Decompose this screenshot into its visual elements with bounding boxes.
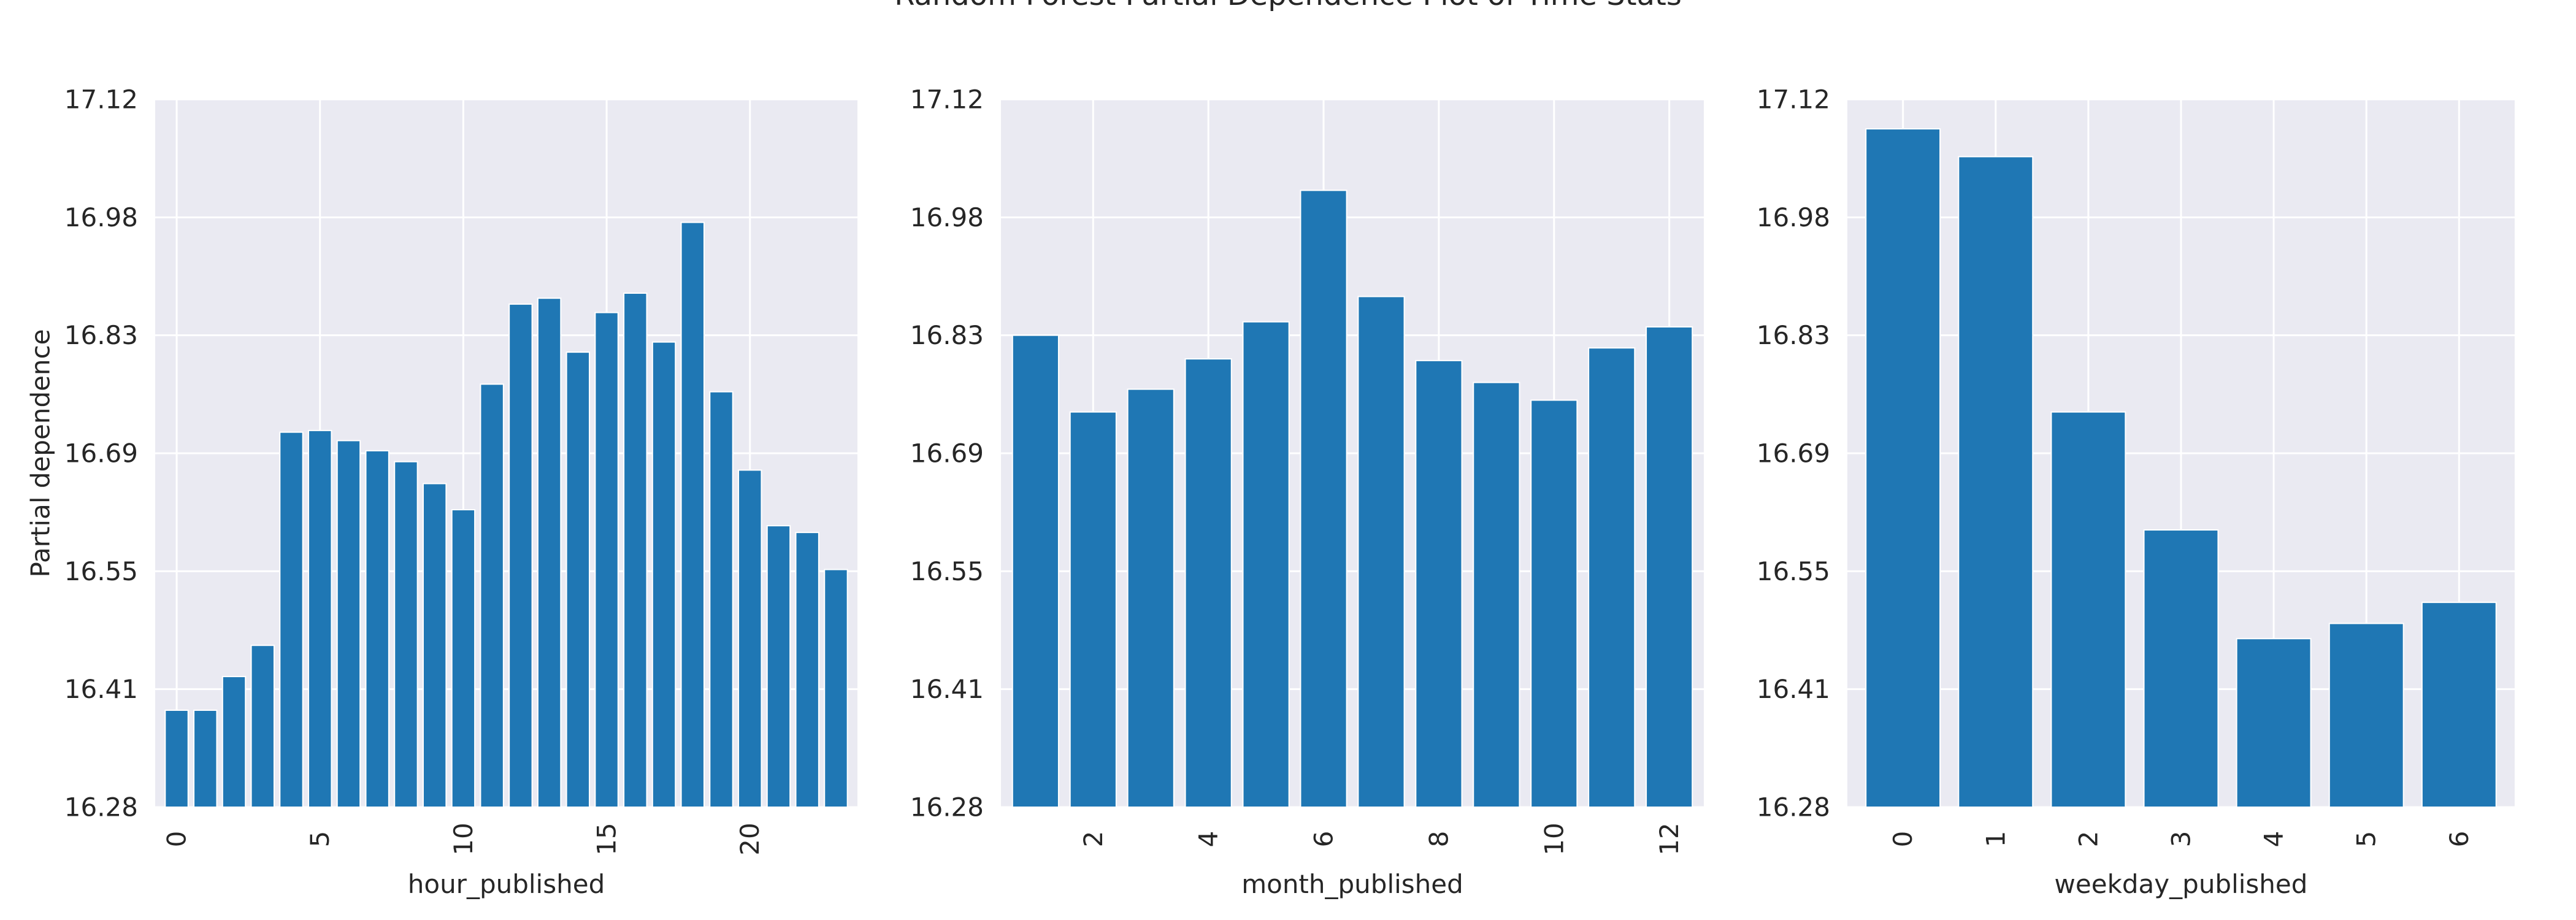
- bar-hour_published-21: [766, 525, 791, 808]
- bar-hour_published-6: [336, 440, 361, 808]
- bar-hour_published-4: [279, 431, 304, 808]
- bar-hour_published-15: [594, 312, 619, 808]
- bar-hour_published-3: [250, 645, 275, 808]
- x-tick-label: 20: [735, 822, 765, 855]
- y-tick-label: 16.69: [1757, 439, 1830, 469]
- bar-month_published-1: [1011, 334, 1059, 808]
- y-tick-label: 16.83: [1757, 320, 1830, 350]
- bar-hour_published-14: [565, 351, 591, 808]
- y-tick-label: 16.98: [64, 202, 138, 232]
- x-tick-label: 12: [1654, 822, 1684, 855]
- y-tick-label: 16.41: [64, 674, 138, 704]
- bar-month_published-6: [1300, 190, 1347, 808]
- bar-hour_published-0: [164, 710, 189, 808]
- bar-month_published-12: [1646, 326, 1693, 808]
- x-tick-label: 1: [1980, 831, 2011, 848]
- bar-month_published-3: [1127, 388, 1175, 808]
- bar-hour_published-12: [508, 303, 533, 808]
- bar-weekday_published-1: [1958, 156, 2034, 808]
- y-axis-label: Partial dependence: [26, 329, 56, 577]
- bar-hour_published-17: [651, 341, 677, 808]
- x-tick-label: 6: [1309, 831, 1339, 848]
- x-tick-label: 10: [1539, 822, 1569, 855]
- bar-hour_published-2: [221, 676, 247, 808]
- bar-month_published-7: [1357, 296, 1405, 808]
- y-tick-label: 16.69: [910, 439, 984, 469]
- subplot-month_published: 16.28 16.41 16.55 16.69 16.83 16.98 17.12 2 4 6 8 1…: [910, 85, 1704, 899]
- bar-hour_published-5: [308, 429, 332, 808]
- bar-weekday_published-0: [1865, 128, 1941, 808]
- bar-month_published-8: [1415, 359, 1463, 808]
- x-axis-label: hour_published: [408, 869, 605, 899]
- bar-month_published-2: [1069, 411, 1117, 808]
- y-tick-label: 16.55: [64, 556, 138, 586]
- bar-month_published-9: [1473, 381, 1520, 808]
- bar-hour_published-16: [623, 292, 648, 808]
- x-tick-label: 4: [1194, 831, 1224, 848]
- y-tick-label: 16.69: [64, 439, 138, 469]
- bar-month_published-5: [1242, 321, 1290, 808]
- bar-hour_published-7: [365, 450, 389, 808]
- bar-hour_published-23: [824, 569, 848, 808]
- y-tick-label: 16.83: [64, 320, 138, 350]
- bar-hour_published-19: [709, 391, 734, 808]
- x-tick-label: 5: [305, 831, 335, 848]
- bar-weekday_published-5: [2328, 623, 2404, 808]
- bar-hour_published-1: [193, 710, 218, 808]
- y-tick-label: 16.28: [64, 792, 138, 822]
- y-tick-label: 16.41: [1757, 674, 1830, 704]
- bar-weekday_published-2: [2050, 411, 2126, 808]
- bar-hour_published-18: [680, 221, 705, 808]
- bar-hour_published-13: [537, 297, 562, 808]
- x-tick-label: 8: [1424, 831, 1454, 848]
- y-tick-label: 16.98: [1757, 202, 1830, 232]
- bar-month_published-11: [1588, 347, 1636, 808]
- x-axis-label: weekday_published: [2055, 869, 2308, 899]
- y-tick-label: 16.55: [910, 556, 984, 586]
- bar-month_published-10: [1530, 399, 1578, 808]
- bar-hour_published-11: [480, 383, 504, 808]
- y-tick-label: 16.55: [1757, 556, 1830, 586]
- y-tick-label: 17.12: [64, 85, 138, 115]
- bar-weekday_published-6: [2421, 602, 2497, 808]
- x-tick-label: 2: [2073, 831, 2103, 848]
- x-tick-label: 0: [162, 831, 192, 848]
- figure-title: Random Forest Partial Dependence Plot of…: [894, 0, 1682, 12]
- bar-hour_published-20: [738, 469, 762, 808]
- bar-weekday_published-4: [2236, 638, 2312, 808]
- y-tick-label: 16.98: [910, 202, 984, 232]
- y-tick-label: 16.28: [910, 792, 984, 822]
- subplot-hour_published: 16.28 16.41 16.55 16.69 16.83 16.98 17.12 0 5 10 1…: [26, 85, 857, 899]
- y-tick-label: 17.12: [910, 85, 984, 115]
- x-tick-label: 2: [1078, 831, 1108, 848]
- bar-hour_published-9: [422, 483, 447, 808]
- bar-hour_published-10: [451, 509, 476, 808]
- x-tick-label: 5: [2352, 831, 2382, 848]
- y-tick-label: 16.83: [910, 320, 984, 350]
- y-tick-label: 17.12: [1757, 85, 1830, 115]
- bar-month_published-4: [1184, 358, 1232, 808]
- x-tick-label: 10: [448, 822, 478, 855]
- y-tick-label: 16.28: [1757, 792, 1830, 822]
- x-tick-label: 6: [2444, 831, 2474, 848]
- x-tick-label: 15: [592, 822, 622, 855]
- x-tick-label: 3: [2166, 831, 2196, 848]
- subplot-weekday_published: 16.28 16.41 16.55 16.69 16.83 16.98 17.12 0 1 2 3 4…: [1757, 85, 2515, 899]
- x-tick-label: 4: [2259, 831, 2289, 848]
- x-axis-label: month_published: [1241, 869, 1463, 899]
- x-tick-label: 0: [1888, 831, 1918, 848]
- bar-weekday_published-3: [2143, 529, 2219, 808]
- bar-hour_published-22: [795, 532, 819, 808]
- y-tick-label: 16.41: [910, 674, 984, 704]
- bar-hour_published-8: [394, 461, 418, 808]
